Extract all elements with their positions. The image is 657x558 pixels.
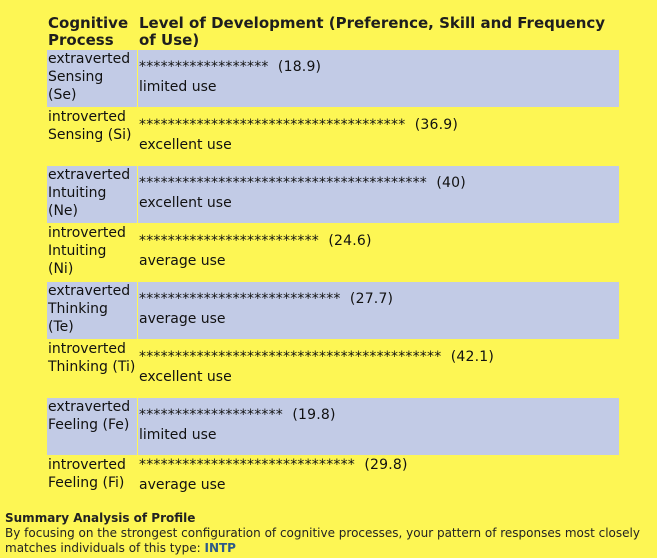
score-value: (36.9) [414,117,459,133]
level-label: average use [139,311,226,327]
process-name: extraverted Intuiting (Ne) [47,166,137,223]
process-name: extraverted Sensing (Se) [47,50,137,107]
score-bar: ************************* (24.6) [139,232,618,250]
table-row: extraverted Intuiting (Ne) *************… [47,166,619,223]
score-bar: ************************************* (3… [139,116,618,134]
score-value: (42.1) [450,349,495,365]
score-value: (24.6) [328,233,372,249]
personality-type: INTP [204,541,236,555]
table-row: introverted Sensing (Si) ***************… [47,108,619,165]
cognitive-process-table: Cognitive Process Level of Development (… [46,12,620,495]
process-level-cell: **************************** (27.7) aver… [138,282,619,339]
score-bar: **************************** (27.7) [139,290,618,308]
score-bar: ****************************************… [139,174,618,192]
process-level-cell: ****************************** (29.8) av… [138,456,619,494]
summary-text: By focusing on the strongest configurati… [5,526,640,555]
score-value: (29.8) [364,457,408,473]
table-row: introverted Feeling (Fi) ***************… [47,456,619,494]
score-bar: ****************************************… [139,348,618,366]
table-row: introverted Intuiting (Ni) *************… [47,224,619,281]
asterisk-bar: ************************* [139,233,319,249]
asterisk-bar: ****************************************… [139,349,442,365]
level-label: limited use [139,79,217,95]
process-name: extraverted Feeling (Fe) [47,398,137,455]
score-bar: ****************** (18.9) [139,58,618,76]
process-name: introverted Thinking (Ti) [48,341,136,375]
process-name: introverted Feeling (Fi) [48,457,126,491]
process-name: introverted Sensing (Si) [48,109,132,143]
process-level-cell: ******************** (19.8) limited use [138,398,619,455]
score-value: (40) [436,175,466,191]
header-cognitive-process: Cognitive Process [48,14,129,49]
process-level-cell: ************************* (24.6) average… [138,224,619,281]
asterisk-bar: ****************************** [139,457,355,473]
table-row: extraverted Feeling (Fe) ***************… [47,398,619,455]
summary-text-line: By focusing on the strongest configurati… [5,526,645,556]
table-row: extraverted Sensing (Se) ***************… [47,50,619,107]
asterisk-bar: ************************************* [139,117,406,133]
process-level-cell: ************************************* (3… [138,108,619,165]
process-level-cell: ****************************************… [138,340,619,397]
header-level-of-development: Level of Development (Preference, Skill … [139,14,606,49]
score-value: (18.9) [277,59,322,75]
table-row: introverted Thinking (Ti) **************… [47,340,619,397]
process-name: introverted Intuiting (Ni) [48,225,126,277]
process-name: extraverted Thinking (Te) [47,282,137,339]
level-label: limited use [139,427,217,443]
level-label: excellent use [139,137,232,153]
process-level-cell: ****************** (18.9) limited use [138,50,619,107]
summary-heading: Summary Analysis of Profile [5,511,196,525]
asterisk-bar: ****************** [139,59,269,75]
level-label: average use [139,253,226,269]
table-header-row: Cognitive Process Level of Development (… [47,13,619,49]
asterisk-bar: **************************** [139,291,341,307]
summary-section: Summary Analysis of Profile By focusing … [5,511,645,556]
score-bar: ****************************** (29.8) [139,456,618,474]
score-value: (27.7) [349,291,394,307]
score-bar: ******************** (19.8) [139,406,618,424]
level-label: excellent use [139,369,232,385]
table-row: extraverted Thinking (Te) **************… [47,282,619,339]
asterisk-bar: **************************************** [139,175,427,191]
asterisk-bar: ******************** [139,407,283,423]
process-level-cell: ****************************************… [138,166,619,223]
profile-table-container: Cognitive Process Level of Development (… [46,12,620,495]
level-label: average use [139,477,226,493]
level-label: excellent use [139,195,232,211]
score-value: (19.8) [292,407,336,423]
